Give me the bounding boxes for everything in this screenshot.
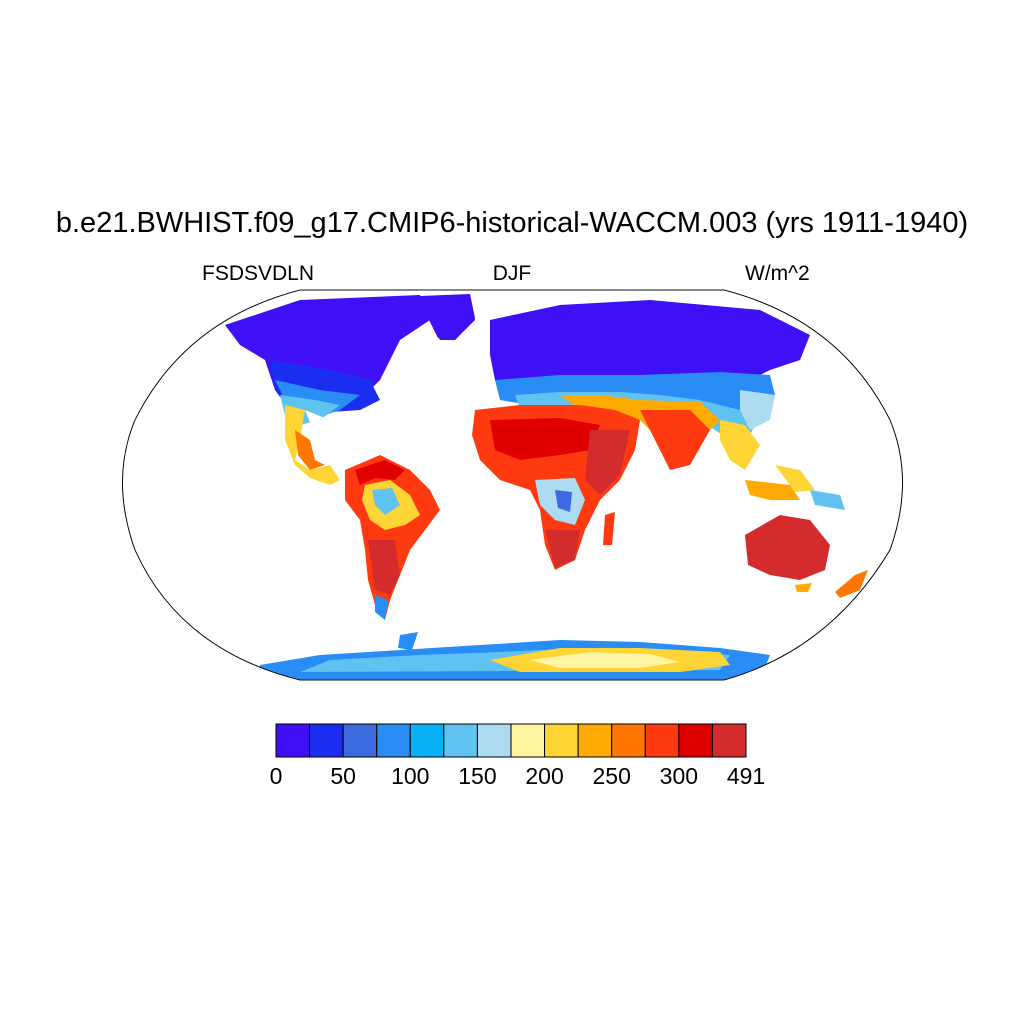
colorbar-swatch	[577, 723, 613, 758]
colorbar-swatch	[644, 723, 680, 758]
colorbar-tick-label: 50	[330, 763, 356, 789]
plot-title: b.e21.BWHIST.f09_g17.CMIP6-historical-WA…	[55, 207, 969, 239]
variable-label: FSDSVDLN	[202, 262, 315, 285]
colorbar-swatch	[476, 723, 512, 758]
colorbar-swatch	[309, 723, 344, 758]
colorbar-tick-label: 0	[269, 763, 283, 789]
greenland	[420, 294, 475, 340]
colorbar-swatch	[678, 723, 713, 758]
colorbar-swatch	[611, 723, 646, 758]
colorbar-tick-label: 250	[592, 763, 631, 789]
colorbar-swatch	[510, 723, 546, 758]
colorbar-swatch	[711, 723, 747, 758]
colorbar-swatch	[376, 723, 411, 758]
maritime-continent	[745, 465, 845, 510]
colorbar-tick-label: 150	[458, 763, 497, 789]
colorbar-tick-label: 491	[726, 763, 766, 789]
colorbar-swatch	[443, 723, 478, 758]
colorbar-tick-label: 300	[659, 763, 699, 789]
colorbar-swatch	[409, 723, 445, 758]
africa	[472, 405, 640, 570]
colorbar-tick-label: 100	[391, 763, 430, 789]
colorbar-swatch	[342, 723, 378, 758]
colorbar-swatch	[544, 723, 579, 758]
colorbar-tick-label: 200	[525, 763, 564, 789]
south-america	[345, 455, 440, 620]
colorbar-swatch	[275, 723, 311, 758]
australia	[745, 515, 830, 592]
season-label: DJF	[492, 262, 532, 285]
antarctica	[260, 632, 770, 680]
new-zealand	[835, 570, 868, 598]
units-label: W/m^2	[745, 262, 810, 285]
